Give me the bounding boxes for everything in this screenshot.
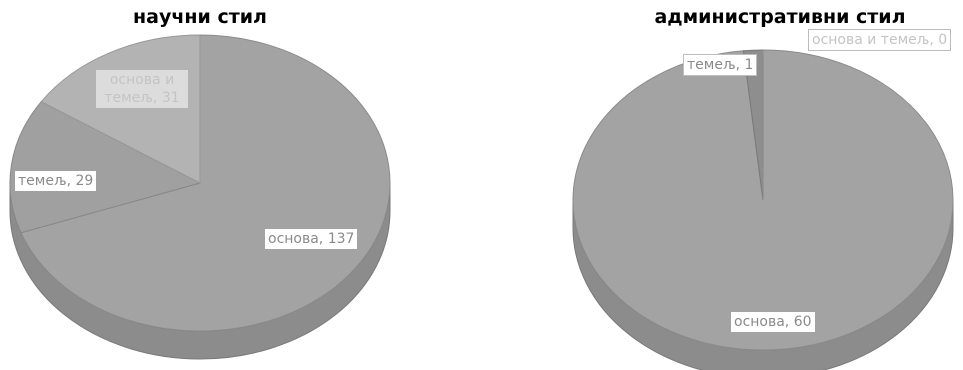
chart-title: административни стил — [654, 6, 906, 28]
data-label-temelj: темељ, 29 — [15, 171, 97, 191]
data-label-osnova-i-temelj: основа и темељ, 0 — [808, 29, 952, 51]
data-label-osnova: основа, 60 — [731, 312, 815, 332]
data-label-osnova-i-temelj: основа и темељ, 31 — [96, 70, 188, 108]
pie-chart-administrative: административни стил основа, 60 темељ, 1… — [560, 0, 963, 370]
pie-chart-scientific: научни стил основа, 137 темељ, 29 основа… — [0, 0, 400, 370]
pie-slice-0 — [20, 34, 391, 332]
data-label-temelj: темељ, 1 — [683, 54, 758, 76]
pie-chart-canvas — [572, 49, 954, 370]
pie-slice-1 — [9, 101, 202, 234]
chart-title: научни стил — [133, 6, 267, 28]
data-label-osnova: основа, 137 — [265, 229, 358, 249]
